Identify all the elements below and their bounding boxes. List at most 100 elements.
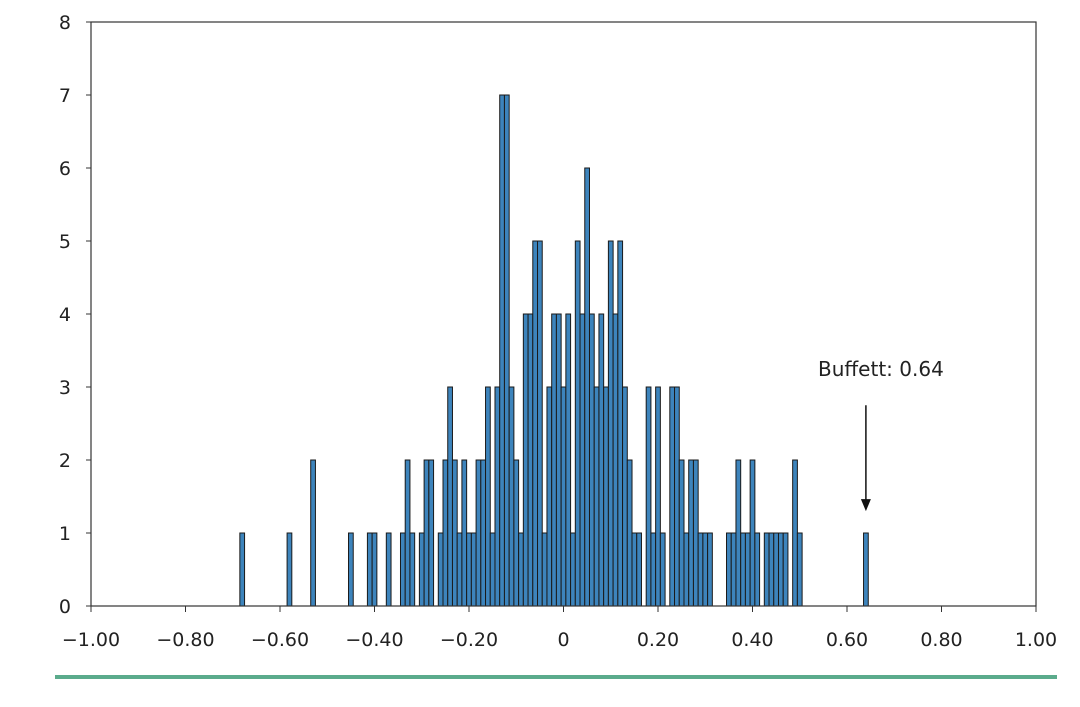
bar [466,532,472,607]
bar [603,386,609,607]
bar [437,532,444,607]
bar [763,532,770,607]
bar [470,532,477,607]
bar [565,313,572,607]
bar [428,459,435,607]
bars-group [239,94,869,607]
bar [485,386,491,607]
bar [508,386,515,607]
bar [796,532,803,607]
bar [527,313,534,607]
bar [678,459,685,607]
annotation-arrow-head [860,499,871,512]
bar [612,313,619,607]
bar [688,459,694,607]
bar [461,459,468,607]
bar [546,386,553,607]
bar [782,532,789,607]
footer-rule [55,675,1057,679]
bar [456,532,463,607]
bar [773,532,779,607]
bar [707,532,713,607]
annotation-group: Buffett: 0.64 [818,357,944,512]
bar [626,459,633,607]
bar [239,532,246,607]
bar [749,459,756,607]
bar [310,459,316,607]
bar [622,386,628,607]
annotation-label: Buffett: 0.64 [818,357,944,381]
bar [551,313,557,607]
bar [584,167,590,607]
bar [451,459,458,607]
bar [555,313,562,607]
bar [423,459,430,607]
x-tick-label: 0.80 [920,629,962,651]
bar [570,532,576,607]
bar [399,532,406,607]
bar [494,386,501,607]
bar [692,459,699,607]
bar [348,532,354,607]
bar [702,532,709,607]
bar [537,240,543,607]
bar [735,459,742,607]
bar [503,94,510,607]
bar [522,313,529,607]
x-axis-ticks: −1.00 −0.80 −0.60 −0.40 −0.20 0 0.20 0.40 0.60 0.… [62,606,1057,651]
x-tick-label: −0.60 [251,629,309,651]
y-tick-label: 0 [59,596,71,618]
bar [636,532,642,607]
bar [371,532,378,607]
bar [532,240,539,607]
bar [442,459,449,607]
bar [730,532,737,607]
bar [792,459,798,607]
bar [863,532,869,607]
x-tick-label: 0.60 [826,629,868,651]
bar [385,532,392,607]
x-tick-label: −0.20 [440,629,498,651]
x-tick-label: −0.80 [156,629,214,651]
y-tick-label: 8 [59,12,71,34]
bar [674,386,680,607]
y-tick-label: 7 [59,85,71,107]
y-tick-label: 1 [59,523,71,545]
bar [697,532,704,607]
bar [645,386,652,607]
bar [366,532,373,607]
bar [740,532,746,607]
bar [447,386,453,607]
bar [669,386,676,607]
bar [593,386,600,607]
bar [655,386,661,607]
bar [579,313,586,607]
bar [617,240,624,607]
bar [418,532,425,607]
bar [489,532,496,607]
bar [726,532,732,607]
x-tick-label: 0 [557,629,569,651]
bar [574,240,581,607]
x-tick-label: 0.20 [637,629,679,651]
bar [754,532,761,607]
x-tick-label: 0.40 [731,629,773,651]
bar [409,532,416,607]
x-tick-label: 1.00 [1015,629,1057,651]
bar [683,532,690,607]
y-tick-label: 4 [59,304,71,326]
bar [518,532,524,607]
bar [560,386,567,607]
bar [768,532,775,607]
bar [631,532,638,607]
bar [475,459,482,607]
bar [744,532,751,607]
bar [404,459,411,607]
bar [541,532,548,607]
x-tick-label: −1.00 [62,629,120,651]
bar [513,459,520,607]
bar [650,532,657,607]
bar [480,459,487,607]
bar [499,94,505,607]
